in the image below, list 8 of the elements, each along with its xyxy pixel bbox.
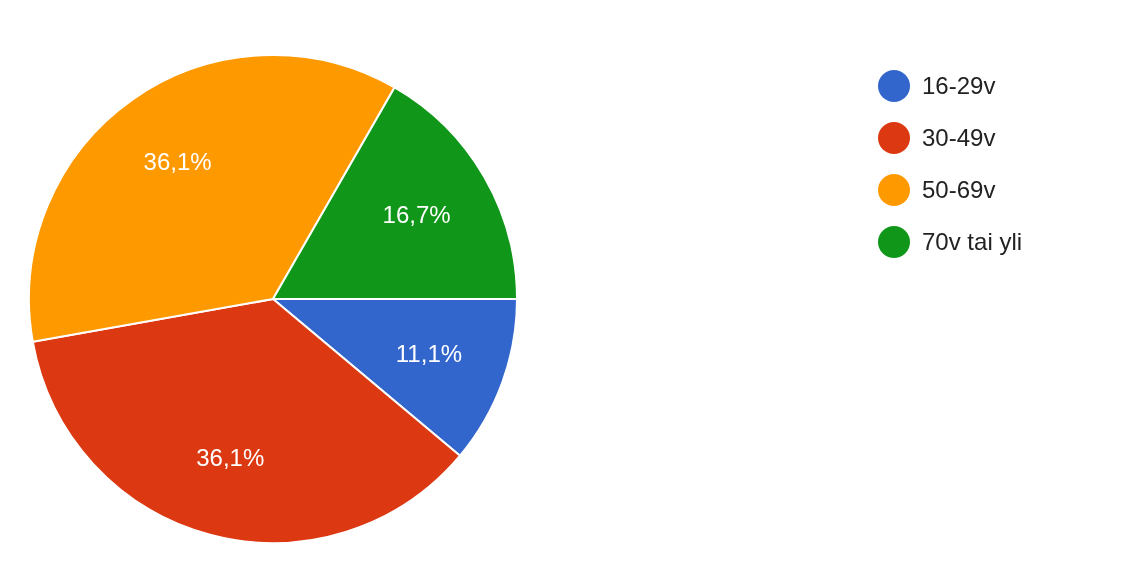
legend-label: 16-29v xyxy=(922,72,996,100)
data-label: 36,1% xyxy=(143,147,212,175)
legend-label: 50-69v xyxy=(922,176,996,204)
legend-label: 70v tai yli xyxy=(922,228,1023,256)
legend-label: 30-49v xyxy=(922,124,996,152)
data-label: 16,7% xyxy=(382,200,451,228)
data-label: 36,1% xyxy=(196,443,265,471)
data-label: 11,1% xyxy=(395,340,463,368)
